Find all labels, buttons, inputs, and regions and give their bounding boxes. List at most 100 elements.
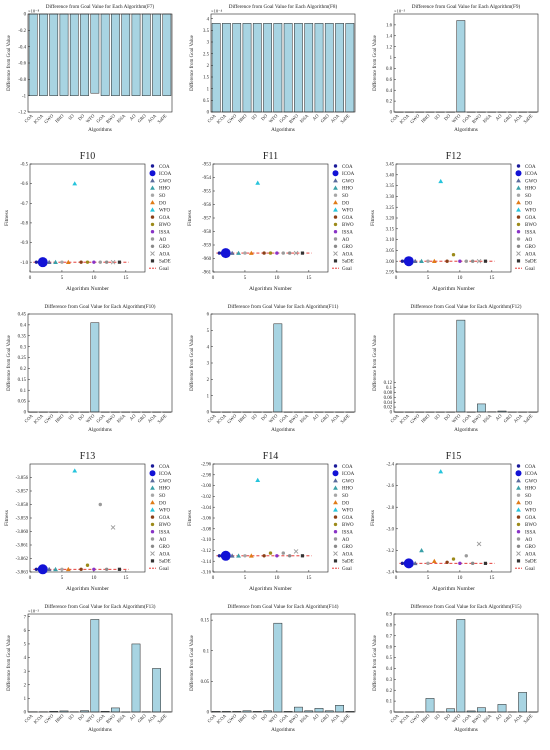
- bar-WFO: [273, 323, 283, 413]
- legend-label-AO: AO: [159, 238, 167, 243]
- y-axis-label: Difference from Goal Value: [7, 34, 12, 91]
- panel-title: F15: [446, 451, 462, 462]
- y-tick-label: -3.06: [201, 517, 212, 522]
- marker-AO: [464, 259, 468, 263]
- marker-DO: [516, 200, 521, 205]
- marker-GWO: [150, 478, 155, 483]
- bar-panel-6: Difference from Goal Value for Each Algo…: [7, 303, 173, 433]
- marker-SaDE: [300, 251, 305, 255]
- marker-HHO: [333, 185, 338, 190]
- legend-label-AOA: AOA: [342, 252, 353, 257]
- bar-SO: [69, 13, 79, 96]
- x-tick-label: 5: [61, 276, 64, 281]
- marker-DO: [150, 200, 155, 205]
- x-tick-label: WFO: [268, 113, 279, 124]
- marker-DO: [150, 500, 155, 505]
- marker-WFO: [72, 468, 78, 473]
- marker-ISSA: [516, 530, 521, 534]
- bar-ICOA: [222, 23, 231, 113]
- x-axis-label: Algorithms: [88, 127, 112, 133]
- y-tick-label: -3.0: [386, 527, 394, 532]
- marker-AOA-b: [150, 251, 155, 256]
- marker-GOA: [150, 215, 155, 219]
- x-tick-label: GWO: [43, 413, 55, 425]
- y-tick-label: -3.860: [16, 530, 29, 535]
- legend-label-GWO: GWO: [342, 179, 354, 184]
- x-tick-label: WFO: [451, 413, 462, 424]
- x-tick-label: GOA: [95, 113, 106, 124]
- marker-COA: [34, 567, 39, 571]
- marker-AO: [281, 551, 285, 555]
- x-tick-label: GOA: [461, 713, 472, 724]
- x-axis-label: Algorithm Number: [249, 286, 292, 292]
- marker-ICOA: [403, 256, 414, 267]
- legend-label-BWO: BWO: [525, 223, 537, 228]
- y-tick-label: 5: [24, 643, 27, 648]
- marker-BWO: [451, 557, 456, 561]
- y-tick-label: -0.6: [18, 62, 26, 67]
- x-axis-label: Algorithms: [88, 427, 112, 433]
- scatter-panel-4: F11 -961 -960 -959 -958 -957 -956 -955 -954 -953 0…: [187, 151, 355, 292]
- x-tick-label: ISSA: [482, 113, 493, 124]
- x-tick-label: ICOA: [216, 113, 228, 125]
- marker-BWO: [333, 222, 338, 227]
- x-tick-label: 0: [395, 576, 398, 581]
- y-tick-label: 0.3: [20, 345, 27, 350]
- bar-WFO: [90, 619, 100, 713]
- marker-GOA: [516, 515, 521, 519]
- x-tick-label: ICOA: [399, 713, 411, 725]
- y-tick-label: -957: [202, 217, 211, 222]
- x-tick-label: 10: [274, 576, 280, 581]
- x-tick-label: SaDE: [339, 713, 350, 724]
- x-tick-label: AOA: [330, 113, 341, 124]
- panel-title: Difference from Goal Value for Each Algo…: [410, 303, 521, 310]
- x-tick-label: ISSA: [116, 113, 127, 124]
- y-tick-label: 3.25: [386, 206, 395, 211]
- legend-label-Goal: Goal: [342, 267, 352, 272]
- marker-GWO: [229, 250, 235, 255]
- marker-ISSA: [333, 530, 338, 534]
- x-tick-label: 0: [29, 576, 32, 581]
- y-tick-label: 0.04: [384, 401, 393, 406]
- y-tick-label: 3: [207, 362, 210, 367]
- marker-GWO: [516, 178, 521, 183]
- panel-title: F14: [263, 451, 279, 462]
- marker-AOA: [110, 525, 116, 530]
- marker-AOA: [150, 251, 155, 256]
- marker-GWO: [333, 478, 338, 483]
- legend: COA ICOA GWO HHO SO DO WFO GOA BWO ISSA AO GRO AOA Sa…: [149, 464, 172, 572]
- x-tick-label: BWO: [471, 413, 483, 425]
- marker-HHO: [150, 485, 155, 490]
- y-tick-label: 0.15: [201, 619, 210, 624]
- marker-BWO: [85, 563, 90, 567]
- x-axis-label: Algorithm Number: [432, 586, 475, 592]
- legend-label-DO: DO: [342, 201, 350, 206]
- plot-frame: [395, 463, 512, 573]
- x-tick-label: ICOA: [33, 413, 45, 425]
- y-tick-label: 0.06: [384, 396, 393, 401]
- bar-panel-0: Difference from Goal Value for Each Algo…: [7, 3, 173, 133]
- marker-BWO: [150, 222, 155, 227]
- y-tick-label: 0: [207, 411, 210, 416]
- marker-HHO: [516, 185, 521, 190]
- legend-label-GWO: GWO: [159, 179, 171, 184]
- marker-ISSA: [92, 260, 96, 264]
- bar-panel-7: Difference from Goal Value for Each Algo…: [190, 303, 356, 433]
- plot-frame: [393, 613, 539, 713]
- marker-WFO: [255, 180, 261, 185]
- marker-DO: [65, 566, 71, 572]
- x-tick-label: 15: [306, 276, 312, 281]
- y-tick-label: 6: [207, 313, 210, 318]
- marker-GOA: [516, 215, 521, 219]
- y-tick-label: -3.2: [386, 549, 394, 554]
- y-exponent: ×10⁻⁸: [28, 9, 40, 14]
- y-tick-label: 3.30: [386, 195, 395, 200]
- x-tick-label: GOA: [95, 413, 106, 424]
- legend-label-AO: AO: [525, 538, 533, 543]
- marker-COA: [400, 561, 405, 566]
- marker-BWO: [150, 522, 155, 527]
- legend-label-COA: COA: [342, 465, 353, 470]
- legend-label-AOA: AOA: [159, 552, 170, 557]
- y-tick-label: 0: [24, 411, 27, 416]
- y-tick-label: -3.4: [386, 571, 394, 576]
